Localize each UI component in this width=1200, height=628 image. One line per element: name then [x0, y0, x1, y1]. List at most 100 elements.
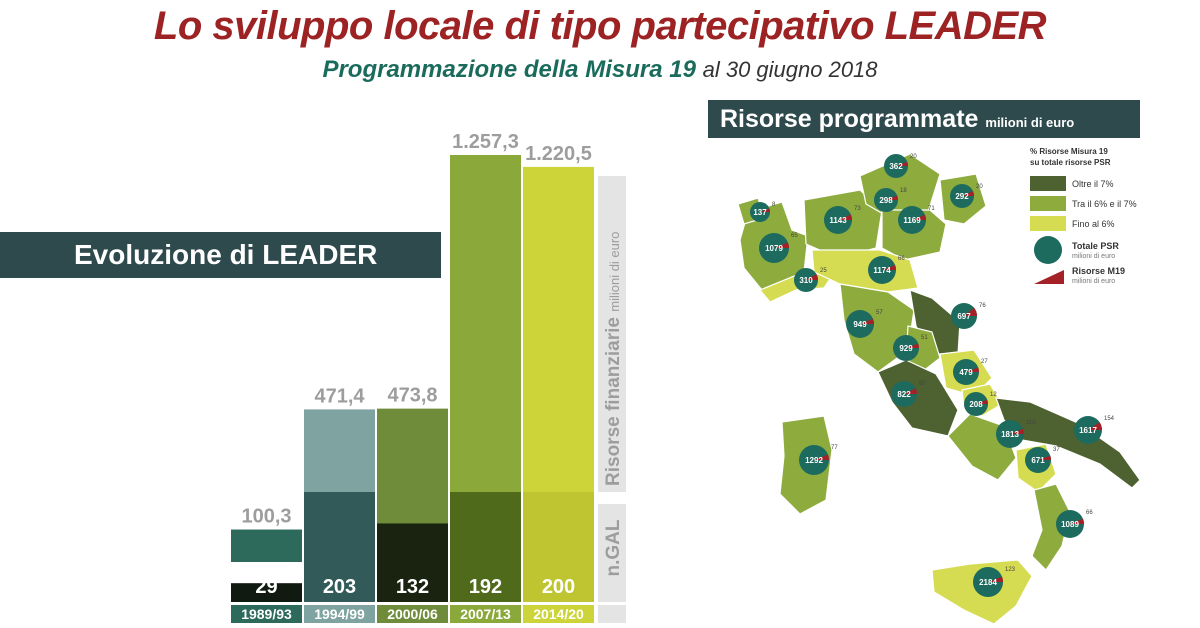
- m19-slice: [904, 388, 917, 394]
- gal-value-label: 29: [255, 576, 277, 598]
- year-cell: [231, 605, 302, 623]
- resources-value-label: 1.220,5: [525, 143, 592, 165]
- year-label: 2000/06: [387, 606, 438, 622]
- year-label: 1994/99: [314, 606, 365, 622]
- gal-bar: [304, 492, 375, 602]
- year-cell: [377, 605, 448, 623]
- region-marker: 298 18: [874, 188, 907, 212]
- gal-side-bar: [598, 504, 626, 602]
- region-marker: 1169 71: [898, 206, 935, 234]
- legend-title: % Risorse Misura 19 su totale risorse PSR: [1030, 147, 1111, 167]
- page-title: Lo sviluppo locale di tipo partecipativo…: [153, 4, 1047, 48]
- psr-value: 1292: [805, 456, 823, 465]
- m19-value: 73: [854, 206, 861, 212]
- psr-value: 362: [889, 162, 903, 171]
- m19-value: 37: [1053, 447, 1060, 453]
- m19-value: 20: [910, 154, 917, 160]
- m19-slice: [988, 576, 1003, 582]
- resources-side-unit: milioni di euro: [607, 232, 622, 312]
- psr-value: 1169: [903, 216, 921, 225]
- m19-slice: [966, 367, 979, 372]
- m19-slice: [896, 161, 908, 166]
- region-marker: 822 60: [891, 381, 926, 407]
- page-subtitle: Programmazione della Misura 19 al 30 giu…: [0, 56, 1200, 84]
- m19-value: 154: [1104, 416, 1115, 422]
- region-marker: 929 51: [893, 335, 928, 361]
- gal-value-label: 132: [396, 576, 429, 598]
- year-label: 2007/13: [460, 606, 511, 622]
- m19-value: 12: [990, 392, 997, 398]
- calabria-shape: [1031, 483, 1071, 571]
- legend-label: Tra il 6% e il 7%: [1072, 199, 1137, 209]
- resources-side-label: Risorse finanziarie milioni di euro: [603, 232, 624, 486]
- evolution-banner: Evoluzione di LEADER: [0, 232, 441, 278]
- gal-bar: [231, 583, 302, 602]
- psr-value: 929: [899, 344, 913, 353]
- m19-value: 8: [772, 202, 776, 208]
- psr-value: 1079: [765, 244, 783, 253]
- region-marker: 1079 65: [759, 233, 798, 263]
- m19-value: 77: [831, 445, 838, 451]
- psr-value: 310: [799, 276, 813, 285]
- gal-value-label: 192: [469, 576, 502, 598]
- gal-value-label: 203: [323, 576, 356, 598]
- resources-value-label: 473,8: [387, 385, 437, 407]
- gal-side-label: n.GAL: [603, 519, 624, 576]
- m19-slice: [976, 399, 988, 404]
- psr-value: 298: [879, 196, 893, 205]
- resources-banner-title: Risorse programmate: [720, 105, 979, 133]
- psr-value: 292: [955, 192, 969, 201]
- gal-bar: [523, 492, 594, 602]
- resources-value-label: 471,4: [314, 385, 365, 407]
- region-marker: 1813 110: [996, 420, 1036, 448]
- gal-bar: [450, 492, 521, 602]
- m19-value: 20: [976, 184, 983, 190]
- region-marker: 1143 73: [824, 206, 861, 234]
- m19-value: 27: [981, 359, 988, 365]
- m19-slice: [882, 265, 896, 270]
- m19-slice: [838, 214, 852, 220]
- psr-value: 208: [969, 400, 983, 409]
- year-label: 2014/20: [533, 606, 584, 622]
- year-label: 1989/93: [241, 606, 292, 622]
- leader-evolution-chart: 100,3 29 1989/93 471,4 203 1994/99 473,8 132 200…: [231, 131, 626, 623]
- psr-value: 1089: [1061, 520, 1079, 529]
- psr-value: 1174: [873, 266, 891, 275]
- m19-slice: [1088, 422, 1102, 430]
- year-side-cell: [598, 605, 626, 623]
- m19-value: 18: [900, 188, 907, 194]
- region-marker: 310 25: [794, 268, 827, 292]
- psr-value: 1617: [1079, 426, 1097, 435]
- psr-value: 671: [1031, 456, 1045, 465]
- legend-m19-icon: [1034, 270, 1064, 284]
- legend-swatch: [1030, 216, 1066, 231]
- year-cell: [304, 605, 375, 623]
- region-marker: 1174 66: [868, 256, 905, 284]
- m19-value: 123: [1005, 567, 1016, 573]
- m19-value: 66: [898, 256, 905, 262]
- psr-value: 137: [753, 208, 767, 217]
- region-marker: 479 27: [953, 359, 988, 385]
- region-marker: 2184 123: [973, 567, 1016, 597]
- region-marker: 292 20: [950, 184, 983, 208]
- m19-slice: [1010, 428, 1024, 434]
- m19-value: 60: [919, 381, 926, 387]
- m19-value: 25: [820, 268, 827, 274]
- region-marker: 697 76: [951, 303, 986, 329]
- resources-value-label: 1.257,3: [452, 131, 519, 153]
- resources-value-label: 100,3: [241, 506, 291, 528]
- m19-slice: [906, 343, 919, 348]
- legend-psr-unit: milioni di euro: [1072, 253, 1115, 260]
- m19-slice: [774, 242, 789, 248]
- region-marker: 1617 154: [1074, 416, 1115, 444]
- region-marker: 137 8: [750, 202, 776, 222]
- m19-slice: [806, 274, 818, 280]
- year-cell: [450, 605, 521, 623]
- psr-value: 949: [853, 320, 867, 329]
- gal-value-label: 200: [542, 576, 575, 598]
- veneto-shape: [881, 209, 947, 261]
- legend-label: Oltre il 7%: [1072, 179, 1114, 189]
- psr-value: 1143: [829, 216, 847, 225]
- m19-value: 110: [1026, 420, 1036, 426]
- year-cell: [523, 605, 594, 623]
